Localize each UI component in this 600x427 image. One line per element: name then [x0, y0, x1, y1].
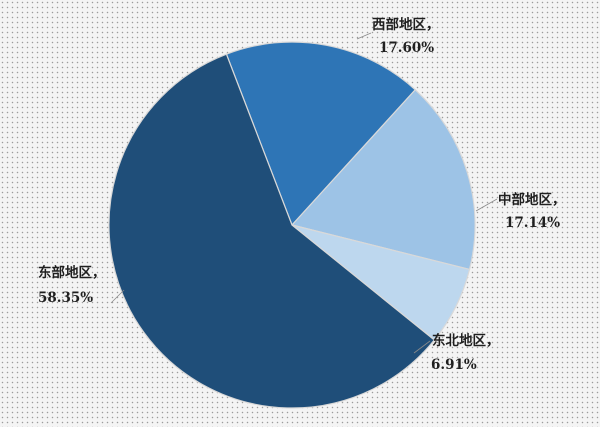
leader-line-east [110, 289, 125, 304]
slice-label-name-east: 东部地区， [38, 264, 106, 281]
slice-label-value-west: 17.60% [379, 40, 434, 56]
slice-label-value-east: 58.35% [38, 290, 93, 306]
pie-slice-west [225, 41, 417, 227]
pie-slice-east [108, 53, 436, 409]
label-leader-lines [110, 32, 498, 354]
leader-line-northeast [413, 340, 431, 354]
slice-label-value-central: 17.14% [505, 215, 560, 231]
leader-line-central [475, 198, 498, 212]
leader-line-west [356, 32, 372, 40]
slice-label-name-northeast: 东北地区， [432, 332, 500, 349]
slice-label-name-central: 中部地区， [498, 191, 566, 208]
slice-label-value-northeast: 6.91% [431, 357, 477, 373]
pie-slice-central [290, 88, 476, 271]
slice-label-name-west: 西部地区， [372, 16, 440, 33]
pie-slices [108, 41, 476, 409]
